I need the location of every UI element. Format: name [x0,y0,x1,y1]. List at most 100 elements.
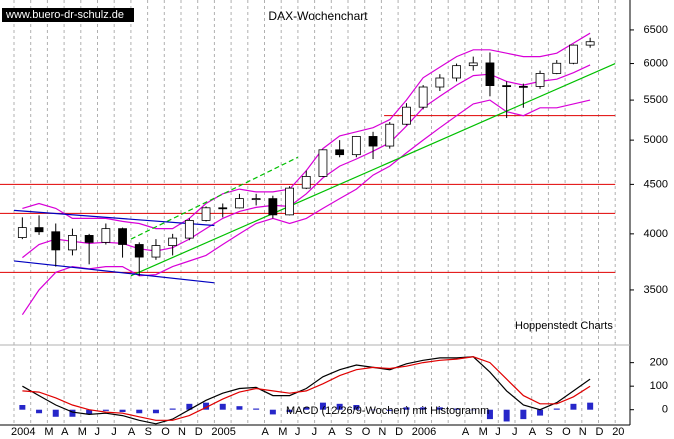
histogram-bar [219,403,226,410]
y-tick-label: 5000 [644,134,668,146]
x-tick-label: J [295,426,301,438]
histogram-bar [203,402,210,410]
y-tick-label: 0 [662,404,668,416]
x-tick-label: D [195,426,203,438]
credit: Hoppenstedt Charts [515,320,613,332]
band-line [22,64,591,259]
histogram-bar [587,402,594,410]
histogram-bar [136,409,143,414]
candle-body [151,245,161,258]
x-tick-label: N [378,426,386,438]
histogram-bar [152,409,159,414]
x-tick-label: A [128,426,136,438]
candle-body [368,136,378,147]
trend-line [13,209,215,227]
x-tick-label: A [462,426,470,438]
candle-body [84,235,94,243]
x-tick-label: D [395,426,403,438]
trend-line [13,260,215,284]
trend-line [130,156,299,240]
candle-body [51,231,61,251]
histogram-bar [169,408,176,410]
x-tick-label: S [545,426,552,438]
candle-body [518,85,528,88]
candle-body [184,220,194,239]
y-tick-label: 100 [650,380,668,392]
x-tick-label: A [529,426,537,438]
candle-body [552,62,562,74]
candle-body [218,207,228,210]
x-tick-label: S [145,426,152,438]
x-tick-label: M [278,426,287,438]
x-tick-label: M [78,426,87,438]
histogram-bar [52,409,59,417]
candle-body [452,65,461,79]
x-tick-label: J [512,426,518,438]
histogram-bar [553,408,560,410]
source-box [2,8,134,22]
x-tick-label: O [562,426,571,438]
histogram-bar [486,409,493,420]
histogram-bar [102,409,109,411]
candle-body [251,198,261,201]
candle-body [402,106,411,125]
band-line [21,99,591,316]
y-tick-label: 4500 [644,178,668,190]
source: www.buero-dr-schulz.de [5,9,124,21]
x-tick-label: J [495,426,501,438]
y-tick-label: 6000 [644,57,668,69]
candle-body [502,85,512,88]
candle-body [268,198,278,216]
x-tick-label: A [61,426,69,438]
x-tick-label: 2004 [11,426,35,438]
candle-body [68,235,77,251]
histogram-bar [86,409,93,415]
histogram-bar [119,409,126,413]
x-tick-label: M [479,426,488,438]
x-tick-label: N [178,426,186,438]
candle-body [535,73,545,87]
histogram-bar [286,409,293,413]
x-tick-label: S [345,426,352,438]
histogram-bar [386,409,393,411]
x-tick-label: J [95,426,101,438]
histogram-bar [403,407,410,410]
histogram-bar [253,408,260,410]
trend-line [130,62,616,277]
histogram-bar [186,403,193,410]
histogram-bar [420,407,427,410]
histogram-bar [319,402,326,410]
y-tick-label: 4000 [644,228,668,240]
x-tick-label: J [111,426,117,438]
candle-body [285,187,294,216]
histogram-bar [336,403,343,410]
x-tick-label: 20 [612,426,624,438]
histogram-bar [19,405,26,410]
histogram-bar [370,409,377,411]
y-tick-label: 5500 [644,94,668,106]
histogram-bar [303,407,310,410]
x-tick-label: M [44,426,53,438]
candle-body [34,227,44,233]
candle-body [385,123,395,147]
candle-body [351,136,361,156]
candle-body [585,41,595,46]
candle-body [168,237,178,246]
y-tick-label: 200 [650,357,668,369]
candle-body [235,198,244,209]
histogram-bar [236,406,243,410]
candle-body [435,77,445,88]
chart-title: DAX-Wochenchart [268,9,368,23]
candle-body [318,149,328,177]
candle-body [101,228,111,243]
x-tick-label: A [328,426,336,438]
x-tick-label: N [579,426,587,438]
histogram-bar [69,409,76,417]
candle-body [418,86,428,108]
candle-body [335,149,345,156]
candle-body [201,207,211,221]
histogram-bar [570,403,577,410]
y-tick-label: 6500 [644,24,668,36]
x-tick-label: 2006 [412,426,436,438]
